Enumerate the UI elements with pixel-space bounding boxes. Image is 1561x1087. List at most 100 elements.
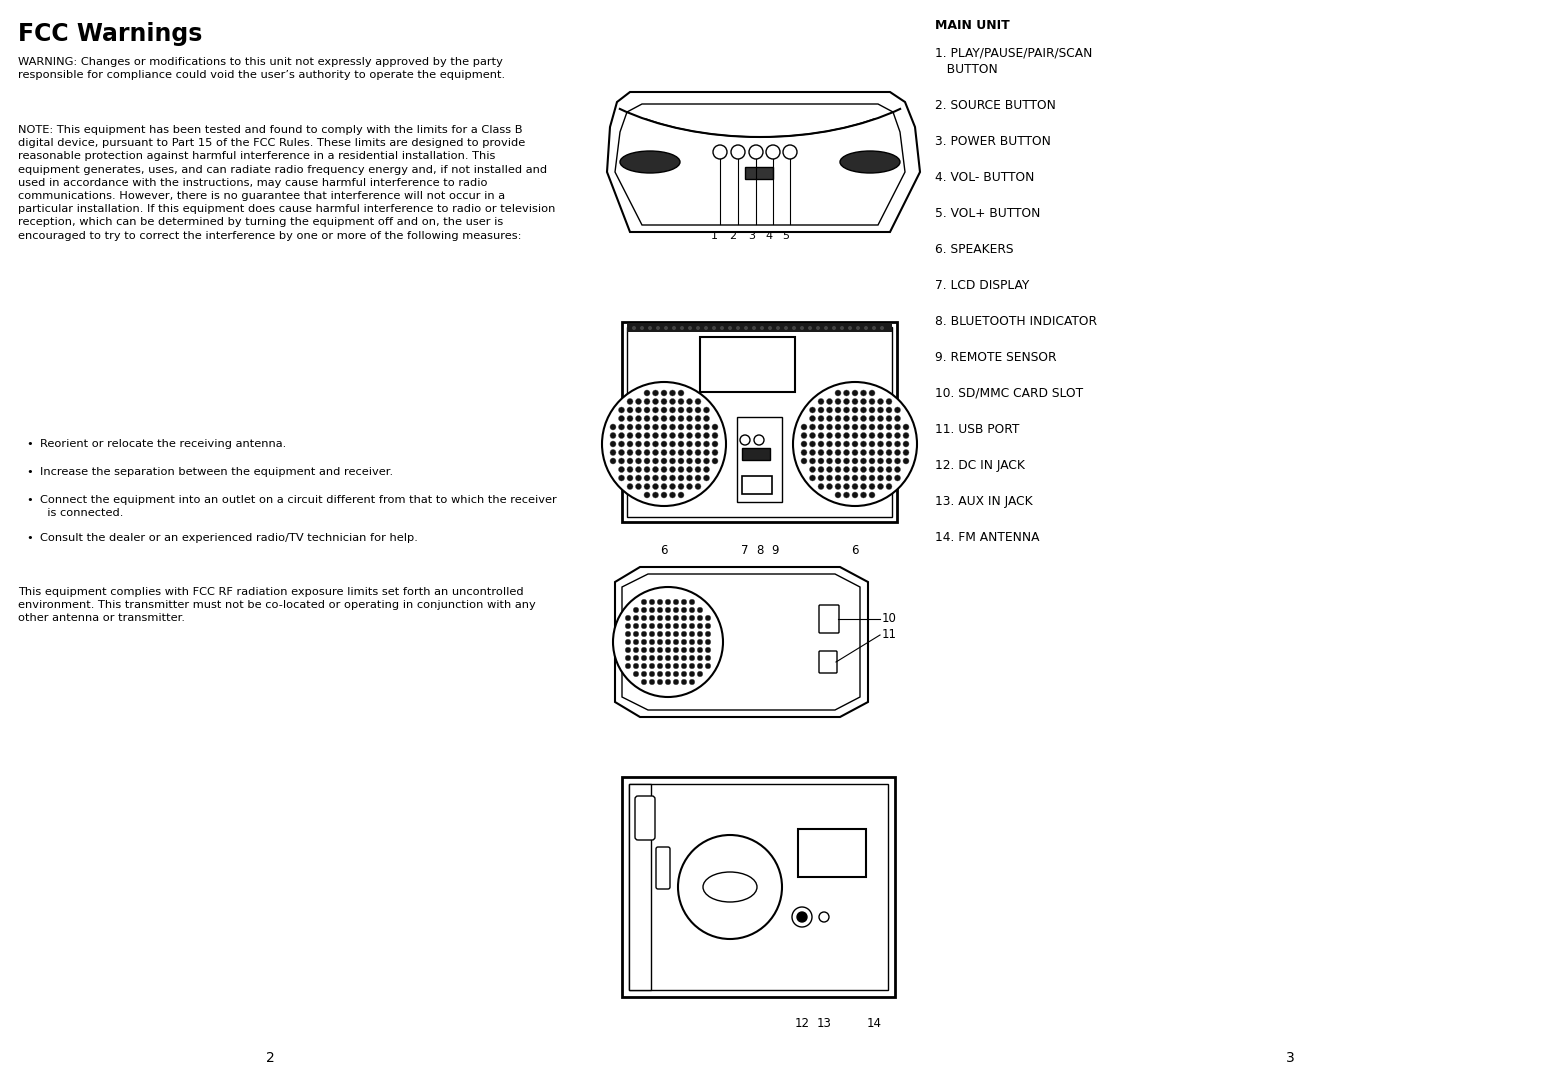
Circle shape <box>640 326 645 330</box>
Text: 10: 10 <box>882 612 898 625</box>
Circle shape <box>660 492 667 498</box>
Circle shape <box>766 145 780 159</box>
Circle shape <box>690 679 695 685</box>
Circle shape <box>818 450 824 455</box>
Text: 12. DC IN JACK: 12. DC IN JACK <box>935 459 1026 472</box>
Circle shape <box>660 424 667 430</box>
Circle shape <box>634 623 638 628</box>
Circle shape <box>735 326 740 330</box>
Circle shape <box>642 679 646 685</box>
Circle shape <box>687 475 693 482</box>
Circle shape <box>852 450 859 455</box>
Circle shape <box>652 492 659 498</box>
Circle shape <box>642 623 646 628</box>
Circle shape <box>660 484 667 489</box>
Circle shape <box>677 441 684 447</box>
Circle shape <box>618 466 624 473</box>
Text: 11: 11 <box>882 628 898 641</box>
Circle shape <box>902 441 909 447</box>
Circle shape <box>673 655 679 661</box>
Circle shape <box>754 435 763 445</box>
Circle shape <box>695 458 701 464</box>
Circle shape <box>826 484 832 489</box>
Text: 3: 3 <box>749 232 756 241</box>
Circle shape <box>673 647 679 653</box>
Circle shape <box>704 415 710 422</box>
Circle shape <box>681 639 687 645</box>
Circle shape <box>687 424 693 430</box>
Circle shape <box>727 326 732 330</box>
Circle shape <box>887 415 891 422</box>
Circle shape <box>809 326 812 330</box>
Circle shape <box>696 326 699 330</box>
Text: •: • <box>27 533 33 544</box>
Circle shape <box>635 466 642 473</box>
Circle shape <box>818 458 824 464</box>
Circle shape <box>628 484 634 489</box>
Circle shape <box>652 399 659 404</box>
Circle shape <box>752 326 756 330</box>
Circle shape <box>860 433 866 438</box>
Circle shape <box>665 599 671 604</box>
Circle shape <box>626 639 631 645</box>
Circle shape <box>645 475 649 482</box>
Circle shape <box>843 407 849 413</box>
Circle shape <box>688 326 692 330</box>
Text: 2. SOURCE BUTTON: 2. SOURCE BUTTON <box>935 99 1055 112</box>
Circle shape <box>657 623 663 628</box>
Circle shape <box>860 415 866 422</box>
Circle shape <box>657 632 663 637</box>
Circle shape <box>649 599 654 604</box>
Circle shape <box>677 407 684 413</box>
Text: 14: 14 <box>866 1017 882 1030</box>
Circle shape <box>660 458 667 464</box>
Circle shape <box>652 484 659 489</box>
Circle shape <box>635 433 642 438</box>
Circle shape <box>687 399 693 404</box>
Circle shape <box>681 608 687 613</box>
Circle shape <box>835 390 841 396</box>
Text: 4: 4 <box>765 232 773 241</box>
Circle shape <box>835 441 841 447</box>
Circle shape <box>642 608 646 613</box>
Circle shape <box>860 475 866 482</box>
Circle shape <box>649 632 654 637</box>
FancyBboxPatch shape <box>820 651 837 673</box>
Circle shape <box>826 407 832 413</box>
Circle shape <box>670 390 676 396</box>
Circle shape <box>649 671 654 677</box>
Circle shape <box>760 326 763 330</box>
Circle shape <box>695 415 701 422</box>
Circle shape <box>677 424 684 430</box>
Circle shape <box>801 458 807 464</box>
Circle shape <box>681 615 687 621</box>
Circle shape <box>706 647 710 653</box>
Circle shape <box>610 450 617 455</box>
Circle shape <box>634 647 638 653</box>
Circle shape <box>810 475 815 482</box>
Circle shape <box>843 390 849 396</box>
Text: 13. AUX IN JACK: 13. AUX IN JACK <box>935 495 1033 508</box>
Circle shape <box>698 623 702 628</box>
Circle shape <box>826 450 832 455</box>
Circle shape <box>848 326 852 330</box>
Circle shape <box>628 458 634 464</box>
Circle shape <box>863 326 868 330</box>
Circle shape <box>835 407 841 413</box>
Ellipse shape <box>840 151 901 173</box>
Circle shape <box>712 458 718 464</box>
Circle shape <box>793 382 916 507</box>
Circle shape <box>690 647 695 653</box>
Bar <box>621 322 898 522</box>
Circle shape <box>660 466 667 473</box>
Circle shape <box>887 458 891 464</box>
Circle shape <box>843 433 849 438</box>
Text: 7. LCD DISPLAY: 7. LCD DISPLAY <box>935 279 1029 292</box>
Circle shape <box>745 326 748 330</box>
Circle shape <box>635 399 642 404</box>
Circle shape <box>894 450 901 455</box>
Circle shape <box>852 433 859 438</box>
Circle shape <box>690 671 695 677</box>
Circle shape <box>840 326 845 330</box>
Circle shape <box>681 623 687 628</box>
